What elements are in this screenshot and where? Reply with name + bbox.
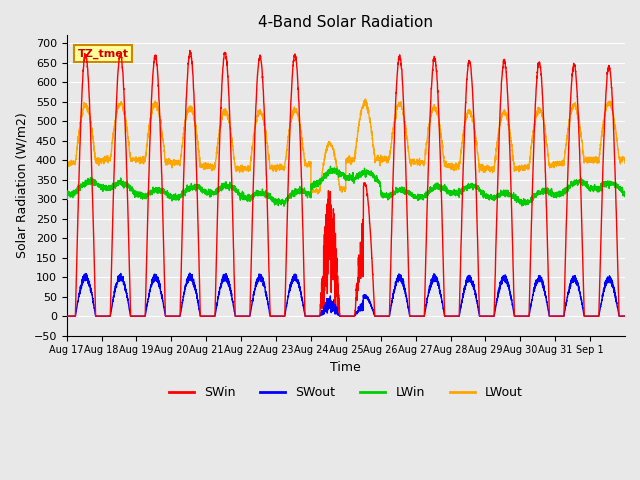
Y-axis label: Solar Radiation (W/m2): Solar Radiation (W/m2): [15, 113, 28, 258]
Title: 4-Band Solar Radiation: 4-Band Solar Radiation: [259, 15, 433, 30]
X-axis label: Time: Time: [330, 361, 361, 374]
Legend: SWin, SWout, LWin, LWout: SWin, SWout, LWin, LWout: [164, 382, 528, 405]
Text: TZ_tmet: TZ_tmet: [78, 48, 129, 59]
